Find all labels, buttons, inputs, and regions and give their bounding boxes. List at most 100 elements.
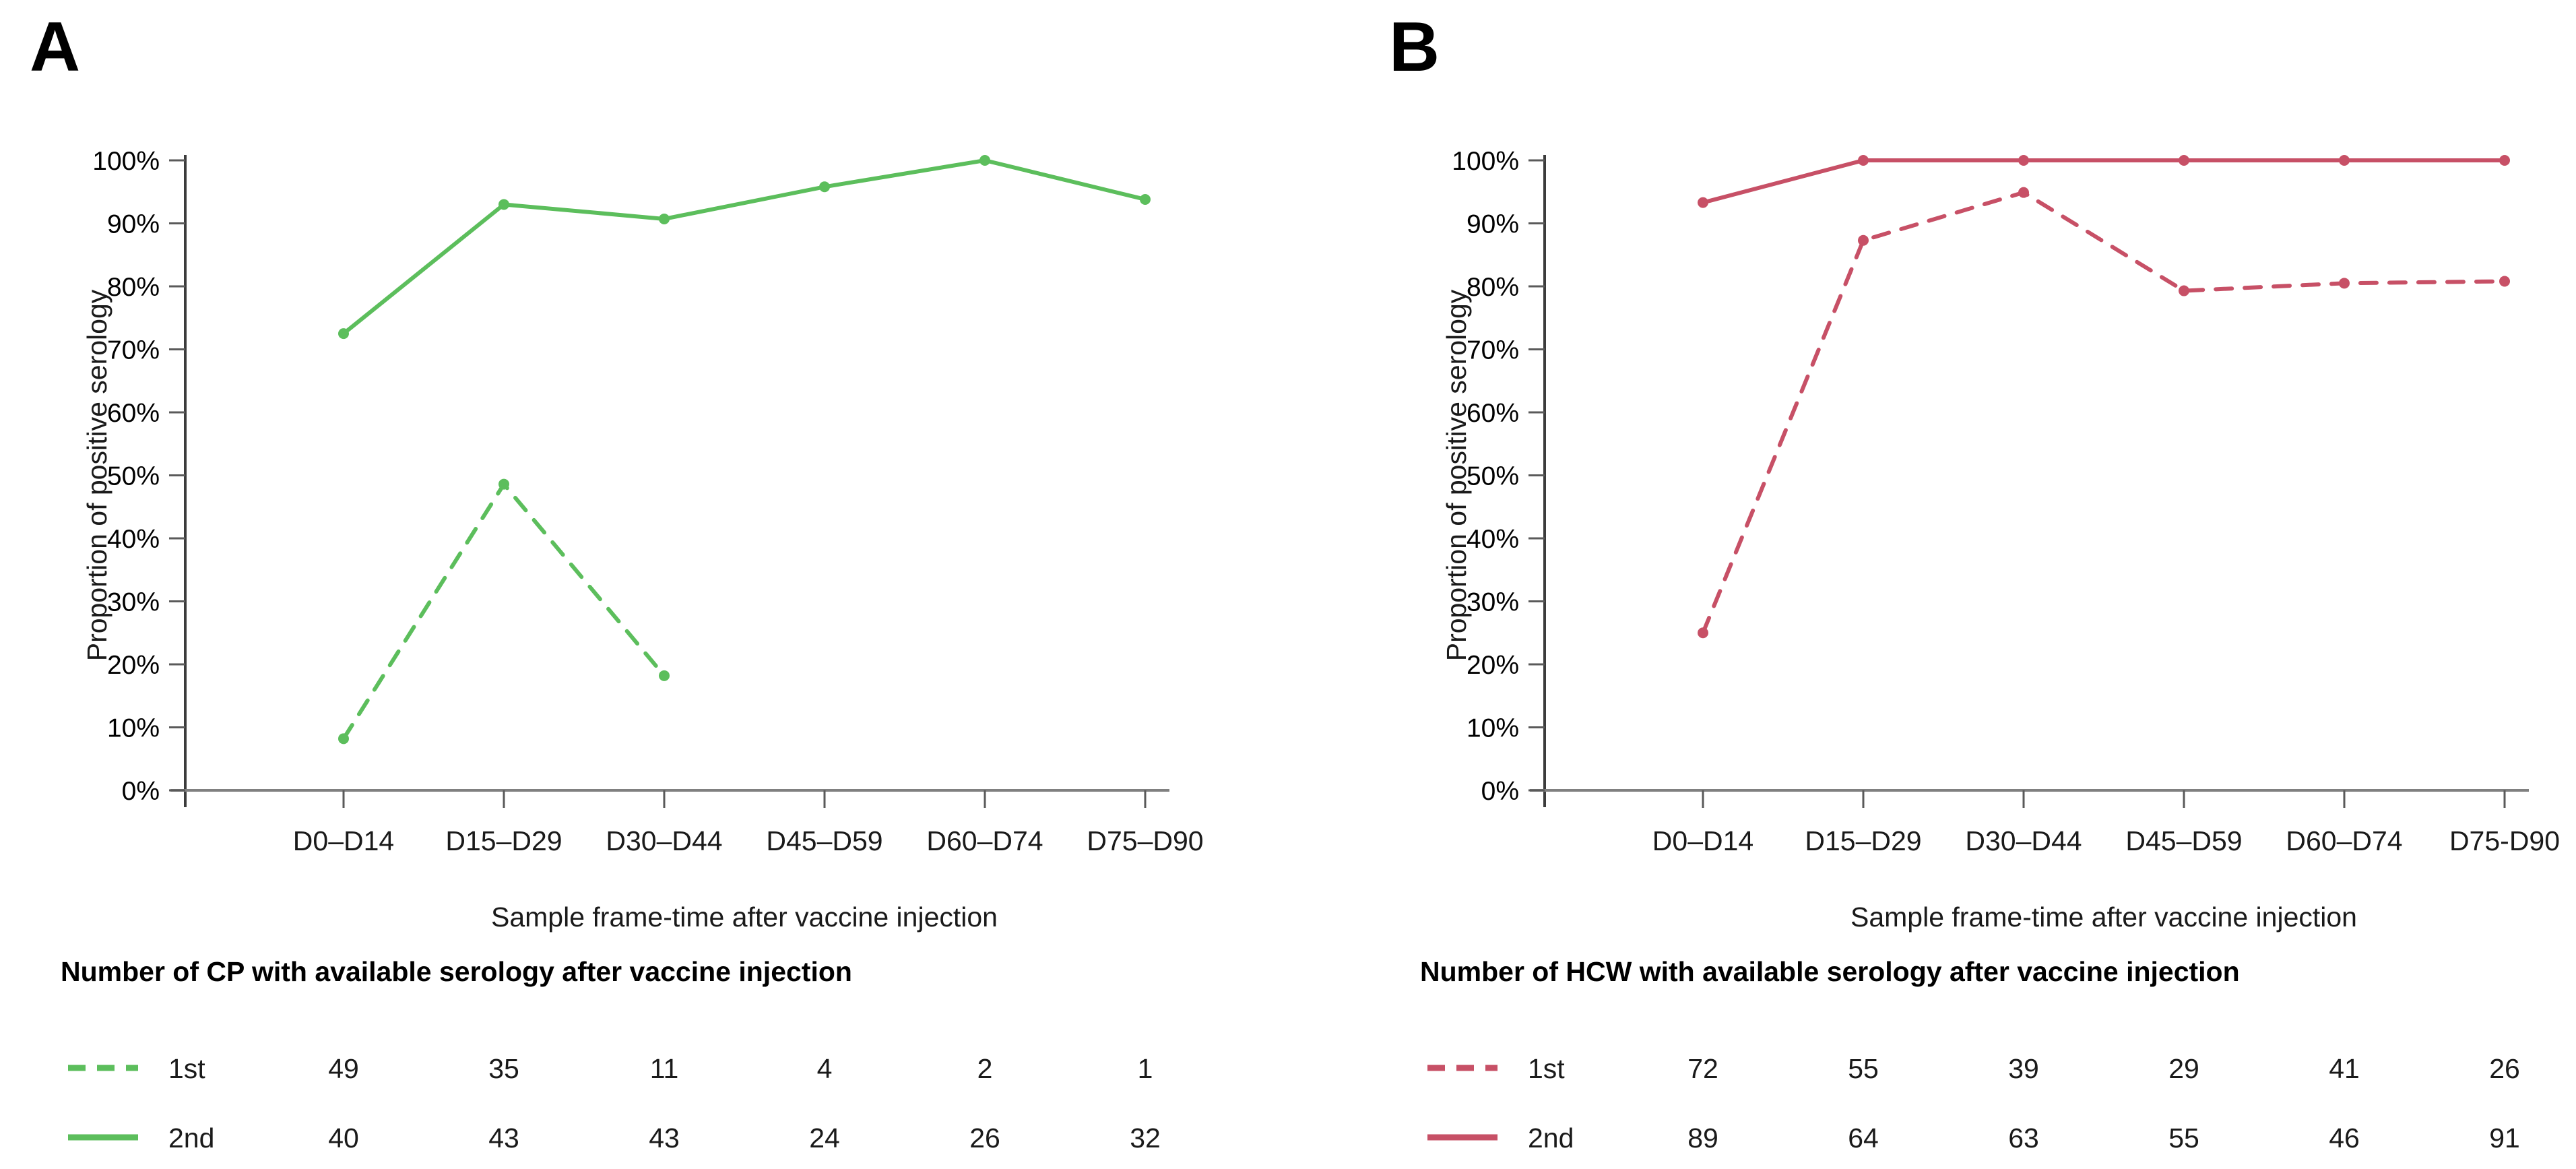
- data-point: [2179, 285, 2189, 296]
- y-tick-label: 80%: [1467, 273, 1519, 302]
- x-tick-label: D15–D29: [1805, 825, 1921, 856]
- y-tick-label: 10%: [1467, 714, 1519, 743]
- count-value: 26: [2489, 1053, 2520, 1084]
- data-point: [1140, 193, 1151, 205]
- data-point: [498, 478, 509, 490]
- count-value: 11: [649, 1053, 679, 1084]
- x-tick-label: D0–D14: [1652, 825, 1753, 856]
- x-tick-label: D45–D59: [2125, 825, 2242, 856]
- count-value: 46: [2329, 1123, 2360, 1154]
- panel-b-chart: 100% 90% 80% 70% 60% 50% 40% 30% 20% 10% 0% D0–D14 D…: [1441, 147, 2560, 856]
- panel-a-row-1st: 1st 49 35 11 4 2 1: [0, 1048, 1246, 1087]
- y-tick-label: 30%: [107, 588, 160, 617]
- panel-b-x-axis-title: Sample frame-time after vaccine injectio…: [1850, 902, 2357, 933]
- data-point: [819, 181, 830, 193]
- data-point: [338, 328, 349, 340]
- y-tick-label: 40%: [107, 525, 160, 554]
- series-line-1st: [1701, 190, 2507, 635]
- count-value: 1: [1137, 1053, 1153, 1084]
- y-tick-label: 20%: [107, 651, 160, 680]
- series-line-2nd: [342, 158, 1147, 336]
- count-value: 41: [2329, 1053, 2360, 1084]
- dashed-line-swatch: [68, 1065, 138, 1071]
- x-tick-label: D0–D14: [293, 825, 394, 856]
- y-tick-label: 60%: [107, 399, 160, 428]
- count-value: 26: [969, 1123, 1000, 1154]
- data-point: [2179, 155, 2189, 166]
- y-tick-label: 100%: [92, 147, 160, 176]
- series-line-1st: [342, 480, 666, 741]
- y-axis-title: Proportion of positive serology: [1441, 289, 1472, 661]
- series-label: 1st: [1528, 1053, 1565, 1084]
- panel-a-x-axis-title: Sample frame-time after vaccine injectio…: [491, 902, 998, 933]
- series-label: 1st: [168, 1053, 205, 1084]
- panel-b-letter: B: [1389, 8, 1440, 86]
- x-tick-label: D60–D74: [2286, 825, 2402, 856]
- count-value: 91: [2489, 1123, 2520, 1154]
- panel-b-row-1st: 1st 72 55 39 29 41 26: [1359, 1048, 2576, 1087]
- series-label: 2nd: [168, 1123, 215, 1154]
- x-tick-label: D15–D29: [445, 825, 562, 856]
- count-value: 35: [488, 1053, 519, 1084]
- panel-a-letter: A: [30, 8, 81, 86]
- data-point: [2499, 155, 2510, 166]
- x-tick-label: D30–D44: [606, 825, 722, 856]
- data-point: [2018, 155, 2029, 166]
- dashed-line-swatch: [1427, 1065, 1498, 1071]
- data-point: [1858, 234, 1869, 246]
- x-tick-label: D45–D59: [766, 825, 882, 856]
- y-tick-label: 0%: [1481, 777, 1519, 806]
- y-tick-label: 30%: [1467, 588, 1519, 617]
- series-label: 2nd: [1528, 1123, 1574, 1154]
- y-tick-label: 70%: [107, 336, 160, 365]
- data-point: [2339, 278, 2350, 289]
- y-tick-label: 50%: [107, 462, 160, 491]
- x-tick-label: D60–D74: [926, 825, 1043, 856]
- y-tick-label: 100%: [1452, 147, 1519, 176]
- count-value: 40: [328, 1123, 359, 1154]
- count-value: 43: [649, 1123, 680, 1154]
- y-tick-label: 40%: [1467, 525, 1519, 554]
- count-value: 43: [488, 1123, 519, 1154]
- solid-line-swatch: [68, 1134, 138, 1141]
- count-value: 4: [816, 1053, 833, 1084]
- data-point: [659, 213, 670, 224]
- y-tick-label: 10%: [107, 714, 160, 743]
- data-point: [2018, 187, 2029, 198]
- data-point: [979, 155, 990, 166]
- panel-a-chart: 100% 90% 80% 70% 60% 50% 40% 30% 20% 10% 0% D0–D14 D…: [82, 147, 1204, 856]
- count-value: 63: [2008, 1123, 2039, 1154]
- count-value: 39: [2008, 1053, 2039, 1084]
- data-point: [1698, 197, 1708, 208]
- series-line-2nd: [1701, 158, 2507, 205]
- data-point: [2499, 276, 2510, 287]
- data-point: [2339, 155, 2350, 166]
- y-tick-label: 20%: [1467, 651, 1519, 680]
- panel-b-table-title: Number of HCW with available serology af…: [1420, 956, 2240, 987]
- count-value: 32: [1130, 1123, 1161, 1154]
- count-value: 55: [1848, 1053, 1879, 1084]
- count-value: 72: [1687, 1053, 1718, 1084]
- x-tick-label: D30–D44: [1965, 825, 2082, 856]
- y-tick-label: 90%: [1467, 210, 1519, 239]
- y-tick-label: 60%: [1467, 399, 1519, 428]
- panel-b: B 100% 90% 80% 70% 60% 50% 40% 30% 20% 10% 0% D0–D1…: [1359, 0, 2576, 1169]
- data-point: [659, 670, 670, 681]
- count-value: 2: [977, 1053, 993, 1084]
- data-point: [1858, 155, 1869, 166]
- count-value: 49: [328, 1053, 359, 1084]
- count-value: 55: [2168, 1123, 2199, 1154]
- y-tick-label: 0%: [122, 777, 160, 806]
- panel-a: A 100% 90% 80% 70% 60% 50% 40% 30% 20% 10% 0% D0–D1…: [0, 0, 1246, 1169]
- panel-a-row-2nd: 2nd 40 43 43 24 26 32: [0, 1118, 1246, 1157]
- panel-a-table-title: Number of CP with available serology aft…: [61, 956, 852, 987]
- x-tick-label: D75-D90: [2449, 825, 2560, 856]
- data-point: [498, 199, 509, 210]
- data-point: [1698, 627, 1708, 639]
- y-tick-label: 90%: [107, 210, 160, 239]
- y-tick-label: 70%: [1467, 336, 1519, 365]
- data-point: [338, 733, 349, 745]
- count-value: 24: [809, 1123, 840, 1154]
- y-tick-label: 80%: [107, 273, 160, 302]
- x-tick-label: D75–D90: [1087, 825, 1203, 856]
